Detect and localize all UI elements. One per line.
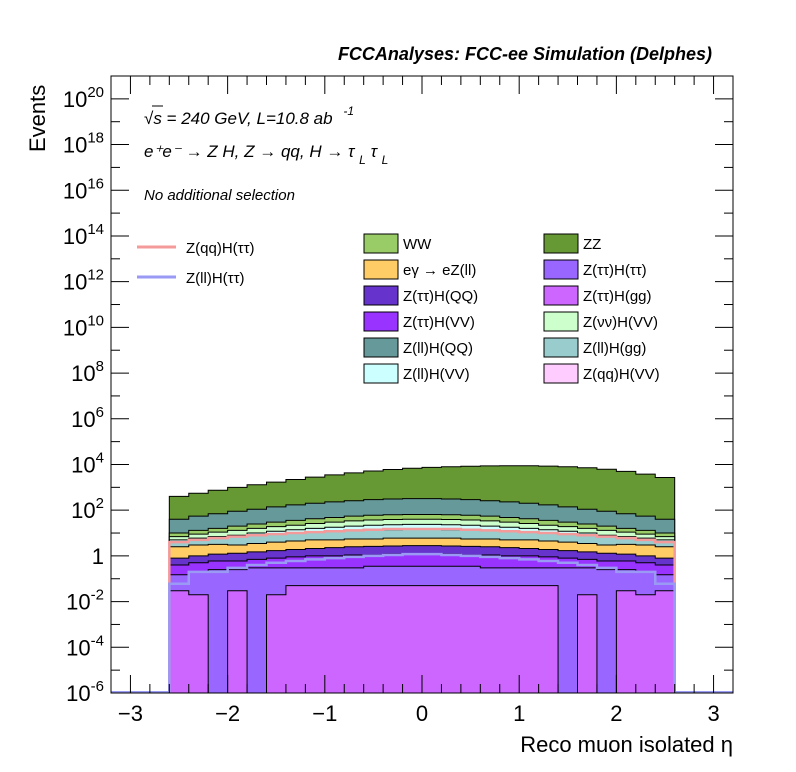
y-tick-label: 1012 <box>63 267 104 295</box>
legend-label-z-qq-h-vv: Z(qq)H(VV) <box>583 366 660 383</box>
legend-swatch-z-ll-h-qq <box>363 337 399 358</box>
legend: Z(qq)H(ττ) Z(ll)H(ττ) WW ZZ eγ → eZ(ll) Z(ττ)… <box>137 233 660 384</box>
legend-swatch-z-h-qq <box>363 285 399 306</box>
legend-swatch-z-h-gg <box>543 285 579 306</box>
overlay-line-z-qq-h <box>168 527 676 693</box>
axis-ticks: −3 −2 −1 0 1 2 3 1020 1018 1016 1014 1012 1010 108 106… <box>63 75 734 726</box>
y-tick-label: 1020 <box>63 84 104 112</box>
overlay-lines <box>111 527 733 693</box>
y-tick-label: 10-2 <box>66 587 104 615</box>
annotation-process: e⁺e⁻ → Z H, Z → qq, H → τ <box>144 142 356 161</box>
x-tick-label: −2 <box>215 701 240 726</box>
annotation-sub-1: L <box>359 153 366 167</box>
legend-label-z-h: Z(ττ)H(ττ) <box>583 262 647 279</box>
x-tick-label: 2 <box>610 701 622 726</box>
chart-header: FCCAnalyses: FCC-ee Simulation (Delphes) <box>338 44 712 64</box>
legend-label-z-ll-h: Z(ll)H(ττ) <box>186 270 245 287</box>
y-tick-label: 1018 <box>63 130 104 158</box>
legend-label-zz: ZZ <box>583 236 601 253</box>
legend-label-z-h-vv: Z(ττ)H(VV) <box>403 314 475 331</box>
annotation-block: √s = 240 GeV, L=10.8 ab -1 e⁺e⁻ → Z H, Z… <box>144 104 388 204</box>
legend-label-z-ll-h-vv: Z(ll)H(VV) <box>403 366 470 383</box>
annotation-lumi-exponent: -1 <box>343 104 354 118</box>
legend-swatch-z-h <box>543 259 579 280</box>
y-tick-label: 1016 <box>63 175 104 203</box>
overlay-line-z-ll-h <box>168 552 676 693</box>
x-tick-label: 0 <box>416 701 428 726</box>
stacked-histogram <box>168 465 676 694</box>
legend-label-z-qq-h: Z(qq)H(ττ) <box>186 240 255 257</box>
svg-text:√s = 240 GeV, L=10.8 ab: √s = 240 GeV, L=10.8 ab -1 <box>144 104 354 128</box>
annotation-selection: No additional selection <box>144 187 295 204</box>
legend-swatch-ww <box>363 233 399 254</box>
stack-area-z-qq-h-gg <box>168 585 676 694</box>
legend-swatch-z-h-vv <box>363 311 399 332</box>
x-tick-label: 3 <box>707 701 719 726</box>
legend-label-z-h-qq: Z(ττ)H(QQ) <box>403 288 478 305</box>
x-tick-label: 1 <box>513 701 525 726</box>
legend-swatch-z-ll-h-vv <box>363 363 399 384</box>
legend-swatch-z-qq-h-vv <box>543 363 579 384</box>
svg-text:e⁺e⁻ → Z H, Z → qq, H → τ: e⁺e⁻ → Z H, Z → qq, H → τ L τ L <box>144 142 388 168</box>
legend-label-z-h-gg: Z(ττ)H(gg) <box>583 288 652 305</box>
x-axis-label: Reco muon isolated η <box>520 732 733 757</box>
y-tick-label: 108 <box>71 358 104 386</box>
legend-label-z-ll-h-qq: Z(ll)H(QQ) <box>403 340 473 357</box>
annotation-tau-2: τ <box>371 142 379 161</box>
y-tick-label: 10-6 <box>66 678 104 706</box>
y-tick-label: 102 <box>71 495 104 523</box>
y-tick-label: 10-4 <box>66 632 104 660</box>
annotation-energy-lumi: √s = 240 GeV, L=10.8 ab <box>144 109 333 128</box>
legend-swatch-zz <box>543 233 579 254</box>
x-tick-label: −3 <box>118 701 143 726</box>
y-tick-label: 1014 <box>63 221 104 249</box>
y-tick-label: 1 <box>92 544 104 569</box>
y-axis-label: Events <box>25 85 50 152</box>
x-tick-label: −1 <box>312 701 337 726</box>
legend-label-z-ll-h-gg: Z(ll)H(gg) <box>583 340 646 357</box>
legend-swatch-z-h-vv <box>543 311 579 332</box>
y-tick-label: 106 <box>71 404 104 432</box>
y-tick-label: 1010 <box>63 312 104 340</box>
annotation-sub-2: L <box>382 153 389 167</box>
legend-label-e-ez-ll: eγ → eZ(ll) <box>403 262 476 279</box>
legend-swatch-e-ez-ll <box>363 259 399 280</box>
legend-label-z-h-vv: Z(νν)H(VV) <box>583 314 658 331</box>
y-tick-label: 104 <box>71 449 104 477</box>
legend-swatch-z-ll-h-gg <box>543 337 579 358</box>
legend-label-ww: WW <box>403 236 432 253</box>
